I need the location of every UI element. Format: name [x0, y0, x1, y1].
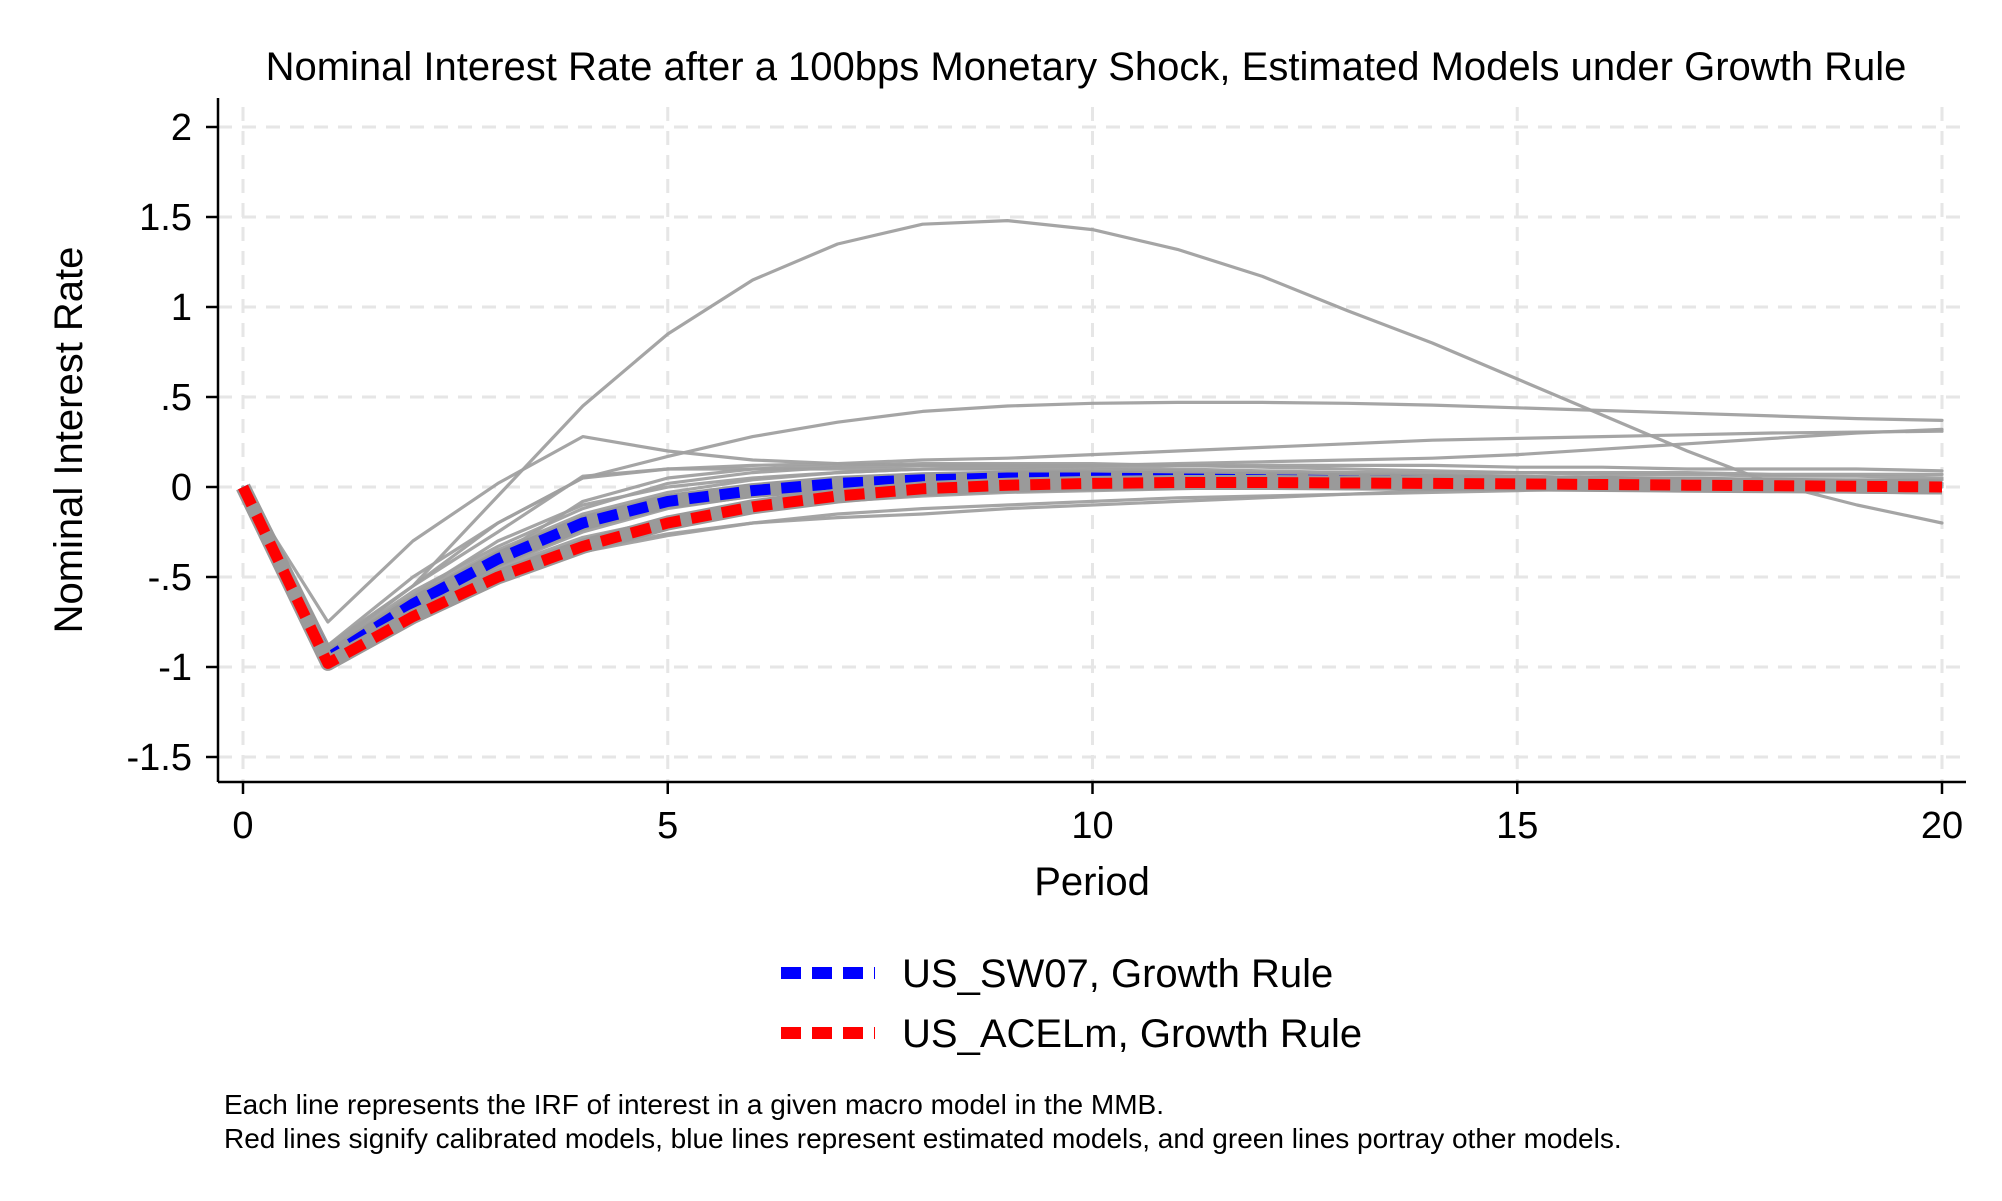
series-lines — [236, 219, 1944, 671]
y-tick-label: 0 — [171, 467, 192, 509]
y-tick-label: 1 — [171, 287, 192, 329]
y-tick-label: 1.5 — [139, 197, 192, 239]
y-tick-label: 2 — [171, 107, 192, 149]
x-tick-label: 5 — [657, 805, 678, 847]
axes: 21.51.50-.5-1-1.50 5 10 15 20 — [127, 98, 1966, 847]
y-tick-label: -1 — [158, 647, 192, 689]
x-axis-label: Period — [1034, 860, 1150, 904]
y-tick-label: -1.5 — [127, 737, 192, 779]
highlight-line-2 — [238, 477, 1943, 669]
x-tick-label: 20 — [1921, 805, 1963, 847]
model-line — [241, 429, 1944, 647]
legend-label-1: US_SW07, Growth Rule — [902, 952, 1333, 996]
y-axis-label: Nominal Interest Rate — [47, 247, 91, 634]
y-tick-label: .5 — [160, 377, 192, 419]
legend: US_SW07, Growth Rule US_ACELm, Growth Rul… — [781, 952, 1362, 1056]
chart-title: Nominal Interest Rate after a 100bps Mon… — [266, 45, 1907, 89]
legend-label-2: US_ACELm, Growth Rule — [902, 1012, 1362, 1056]
note-line-2: Red lines signify calibrated models, blu… — [224, 1123, 1622, 1154]
x-tick-label: 15 — [1496, 805, 1538, 847]
x-tick-label: 10 — [1071, 805, 1113, 847]
model-line — [241, 427, 1944, 651]
y-tick-label: -.5 — [148, 557, 192, 599]
note-line-1: Each line represents the IRF of interest… — [224, 1089, 1164, 1120]
x-tick-label: 0 — [232, 805, 253, 847]
